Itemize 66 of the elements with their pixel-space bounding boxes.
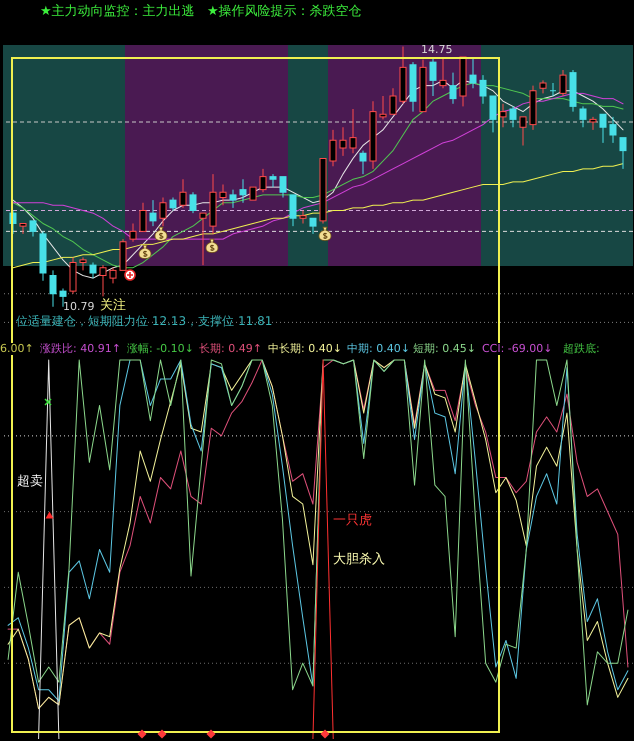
candlestick	[560, 69, 566, 96]
candlestick	[620, 137, 626, 170]
candlestick	[520, 116, 526, 146]
candlestick	[200, 212, 206, 266]
candlestick	[170, 196, 176, 211]
candlestick	[50, 270, 56, 308]
candlestick	[230, 189, 236, 208]
candlestick	[440, 56, 446, 89]
candlestick	[220, 184, 226, 206]
annotation: 大胆杀入	[333, 552, 385, 568]
candlestick	[30, 220, 36, 238]
candlestick	[340, 126, 346, 156]
text: ★操作风险提示：杀跌空仓	[207, 4, 362, 20]
candlestick	[590, 116, 596, 130]
candlestick	[610, 116, 616, 144]
candlestick	[160, 196, 166, 227]
candlestick	[100, 264, 106, 297]
candlestick	[360, 150, 366, 175]
candlestick	[600, 114, 606, 144]
candlestick	[550, 82, 556, 96]
candlestick	[190, 192, 196, 214]
text: ★主力动向监控：主力出逃	[40, 4, 195, 20]
candlestick	[110, 267, 116, 284]
candlestick	[240, 178, 246, 204]
candlestick	[390, 88, 396, 115]
candlestick	[280, 176, 286, 198]
candlestick	[300, 210, 306, 224]
annotation: 10.79	[63, 300, 94, 314]
candlestick	[380, 96, 386, 120]
candlestick	[310, 218, 316, 234]
candlestick	[490, 96, 496, 133]
candlestick	[330, 129, 336, 167]
candlestick	[270, 174, 276, 188]
candlestick	[140, 202, 146, 232]
series-label: 中期: 0.40↓	[347, 342, 410, 356]
candlestick	[580, 106, 586, 128]
series-label: 中长期: 0.40↓	[268, 342, 342, 356]
text: 涨幅: -0.10↓	[127, 342, 194, 356]
candlestick	[470, 56, 476, 89]
text: 涨跌比: 40.91↑	[40, 342, 121, 356]
annotation: 14.75	[421, 43, 452, 56]
text: 位适量建仓，短期阻力位 12.13，支撑位 11.81	[16, 314, 272, 328]
text: 6.00↑	[0, 342, 34, 356]
candlestick	[150, 200, 156, 227]
candlestick	[500, 103, 506, 128]
candlestick	[510, 106, 516, 128]
candlestick	[480, 74, 486, 104]
candlestick	[290, 194, 296, 227]
candlestick	[540, 80, 546, 94]
candlestick	[430, 56, 436, 96]
annotation: 超卖	[17, 474, 43, 490]
candlestick	[450, 72, 456, 104]
series-label: 长期: 0.49↑	[199, 342, 262, 356]
series-label: 短期: 0.45↓	[413, 342, 476, 356]
text: CCI: -69.00↓	[482, 342, 552, 356]
candlestick	[260, 168, 266, 193]
candlestick	[80, 256, 86, 271]
candlestick	[180, 178, 186, 208]
candlestick	[130, 223, 136, 242]
text: 超跌底:	[563, 342, 600, 356]
candlestick	[250, 186, 256, 201]
candlestick	[90, 262, 96, 279]
candlestick	[20, 223, 26, 234]
candlestick	[350, 108, 356, 154]
annotation: 一只虎	[333, 513, 372, 528]
annotation: 关注	[100, 298, 126, 314]
